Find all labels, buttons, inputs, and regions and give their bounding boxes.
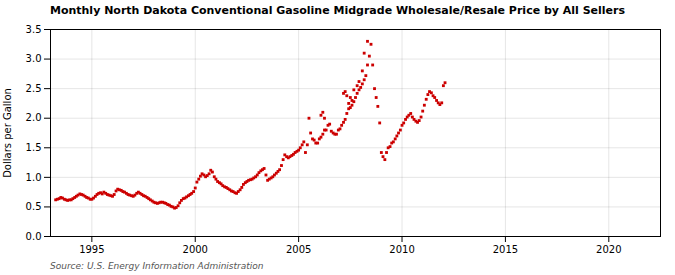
svg-text:2015: 2015 — [493, 244, 518, 255]
svg-text:Dollars per Gallon: Dollars per Gallon — [2, 88, 13, 178]
svg-text:2010: 2010 — [389, 244, 414, 255]
svg-text:0.5: 0.5 — [26, 201, 42, 212]
svg-text:2005: 2005 — [286, 244, 311, 255]
svg-text:3.5: 3.5 — [26, 24, 42, 35]
svg-text:3.0: 3.0 — [26, 53, 42, 64]
svg-text:2.5: 2.5 — [26, 83, 42, 94]
svg-text:1.0: 1.0 — [26, 172, 42, 183]
html-text:Monthly North Dakota Conventio: Monthly North Dakota Conventional Gasoli… — [49, 4, 626, 17]
html-text:Source: U.S. Energy Informatio: Source: U.S. Energy Information Administ… — [50, 261, 264, 271]
svg-text:2020: 2020 — [596, 244, 621, 255]
svg-text:1995: 1995 — [79, 244, 104, 255]
svg-text:2.0: 2.0 — [26, 112, 42, 123]
svg-text:0.0: 0.0 — [26, 231, 42, 242]
svg-text:1.5: 1.5 — [26, 142, 42, 153]
svg-text:2000: 2000 — [183, 244, 208, 255]
